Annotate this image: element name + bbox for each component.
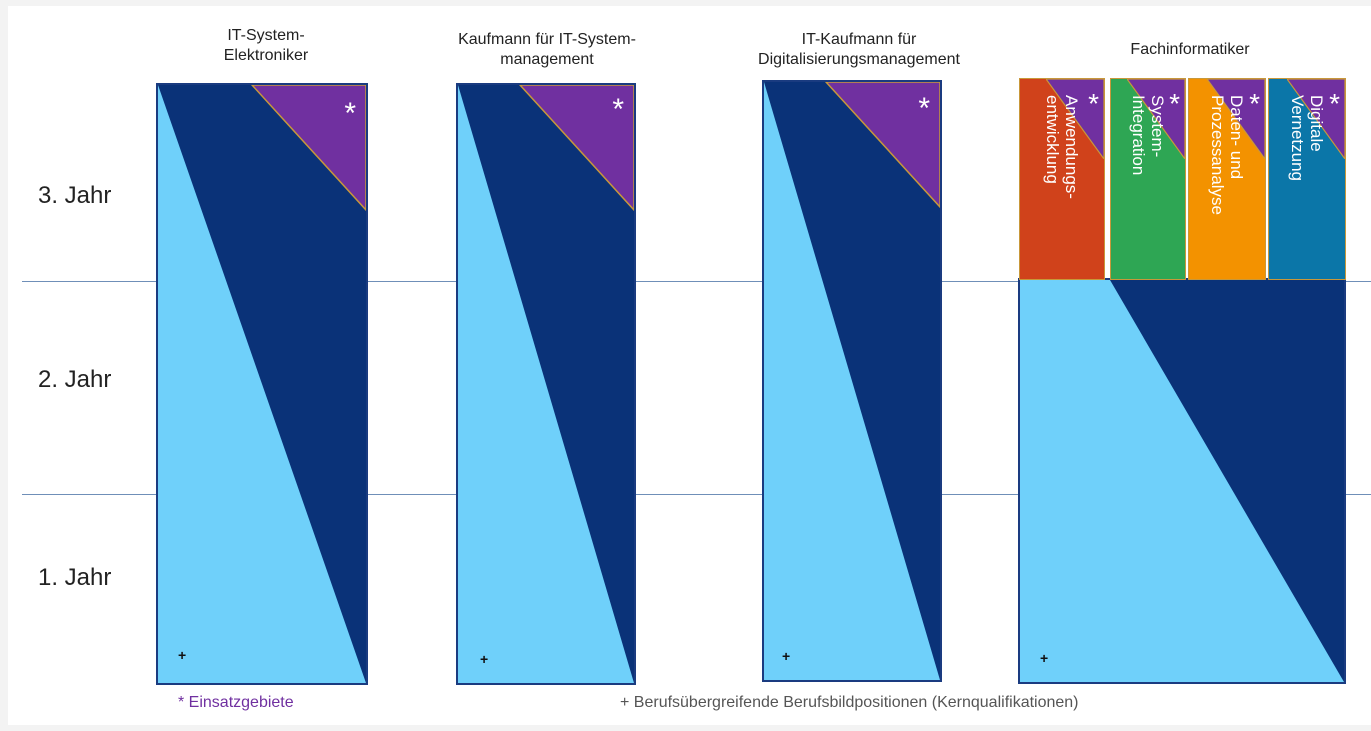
pillar-graphic: [158, 85, 366, 683]
spec-label: Digitale Vernetzung: [1288, 95, 1326, 182]
pillar-dark-wedge: [764, 82, 940, 680]
column-title-line: Kaufmann für IT-System-: [458, 31, 636, 48]
spec-label: Daten- und Prozessanalyse: [1208, 95, 1246, 216]
column-title-line: IT-Kaufmann für: [801, 31, 917, 48]
year-divider-3-2: [22, 281, 1371, 282]
year-label-3: 3. Jahr: [38, 182, 112, 209]
einsatz-star-icon: *: [1088, 88, 1099, 119]
spec-label: System- Integration: [1129, 95, 1167, 176]
einsatz-star-icon: *: [344, 97, 356, 130]
pillar-fachinformatiker: +: [1018, 278, 1346, 684]
einsatz-triangle: [1207, 79, 1265, 159]
legend-einsatzgebiete: * Einsatzgebiete: [178, 694, 294, 711]
column-title-line: IT-System-: [227, 27, 305, 44]
spec-digitale-vernetzung: Digitale Vernetzung *: [1268, 78, 1346, 280]
einsatz-triangle: [250, 85, 366, 212]
column-title-fachinformatiker: Fachinformatiker: [1080, 40, 1300, 60]
pillar-it-system-elektroniker: * +: [156, 83, 368, 685]
pillar-kaufmann-it-systemmanagement: * +: [456, 83, 636, 685]
column-title-line: Digitalisierungsmanagement: [758, 51, 960, 68]
kern-plus-icon: +: [480, 651, 489, 667]
pillar-it-kaufmann-digitalisierung: * +: [762, 80, 942, 682]
spec-anwendungsentwicklung: Anwendungs- entwicklung *: [1019, 78, 1105, 280]
year-label-2: 2. Jahr: [38, 366, 112, 393]
column-title-kaufmann-it-systemmanagement: Kaufmann für IT-System- management: [432, 30, 662, 70]
spec-label: Anwendungs- entwicklung: [1043, 95, 1081, 199]
einsatz-triangle: [1287, 79, 1345, 159]
column-title-line: Fachinformatiker: [1130, 41, 1250, 58]
einsatz-triangle: [1127, 79, 1185, 159]
pillar-dark-wedge: [458, 85, 634, 683]
kern-plus-icon: +: [782, 648, 791, 664]
legend-kernqualifikationen: + Berufsübergreifende Berufsbildposition…: [620, 694, 1079, 711]
pillar-dark-wedge: [1110, 280, 1344, 682]
einsatz-star-icon: *: [1249, 88, 1260, 119]
spec-daten-prozessanalyse: Daten- und Prozessanalyse *: [1188, 78, 1266, 280]
pillar-graphic: [458, 85, 634, 683]
einsatz-triangle: [1046, 79, 1104, 159]
column-title-it-system-elektroniker: IT-System- Elektroniker: [166, 26, 366, 66]
year-divider-2-1: [22, 494, 1371, 495]
einsatz-triangle: [824, 82, 940, 209]
einsatz-star-icon: *: [918, 92, 930, 125]
einsatz-star-icon: *: [1329, 88, 1340, 119]
kern-plus-icon: +: [178, 647, 187, 663]
einsatz-star-icon: *: [1169, 88, 1180, 119]
year-label-1: 1. Jahr: [38, 564, 112, 591]
pillar-graphic: [1020, 280, 1344, 682]
einsatz-star-icon: *: [612, 93, 624, 126]
pillar-graphic: [764, 82, 940, 680]
column-title-line: management: [500, 51, 594, 68]
kern-plus-icon: +: [1040, 650, 1049, 666]
column-title-line: Elektroniker: [223, 47, 309, 64]
spec-system-integration: System- Integration *: [1110, 78, 1186, 280]
column-title-it-kaufmann-digitalisierung: IT-Kaufmann für Digitalisierungsmanageme…: [725, 30, 993, 70]
pillar-dark-wedge: [158, 85, 366, 683]
einsatz-triangle: [518, 85, 634, 212]
